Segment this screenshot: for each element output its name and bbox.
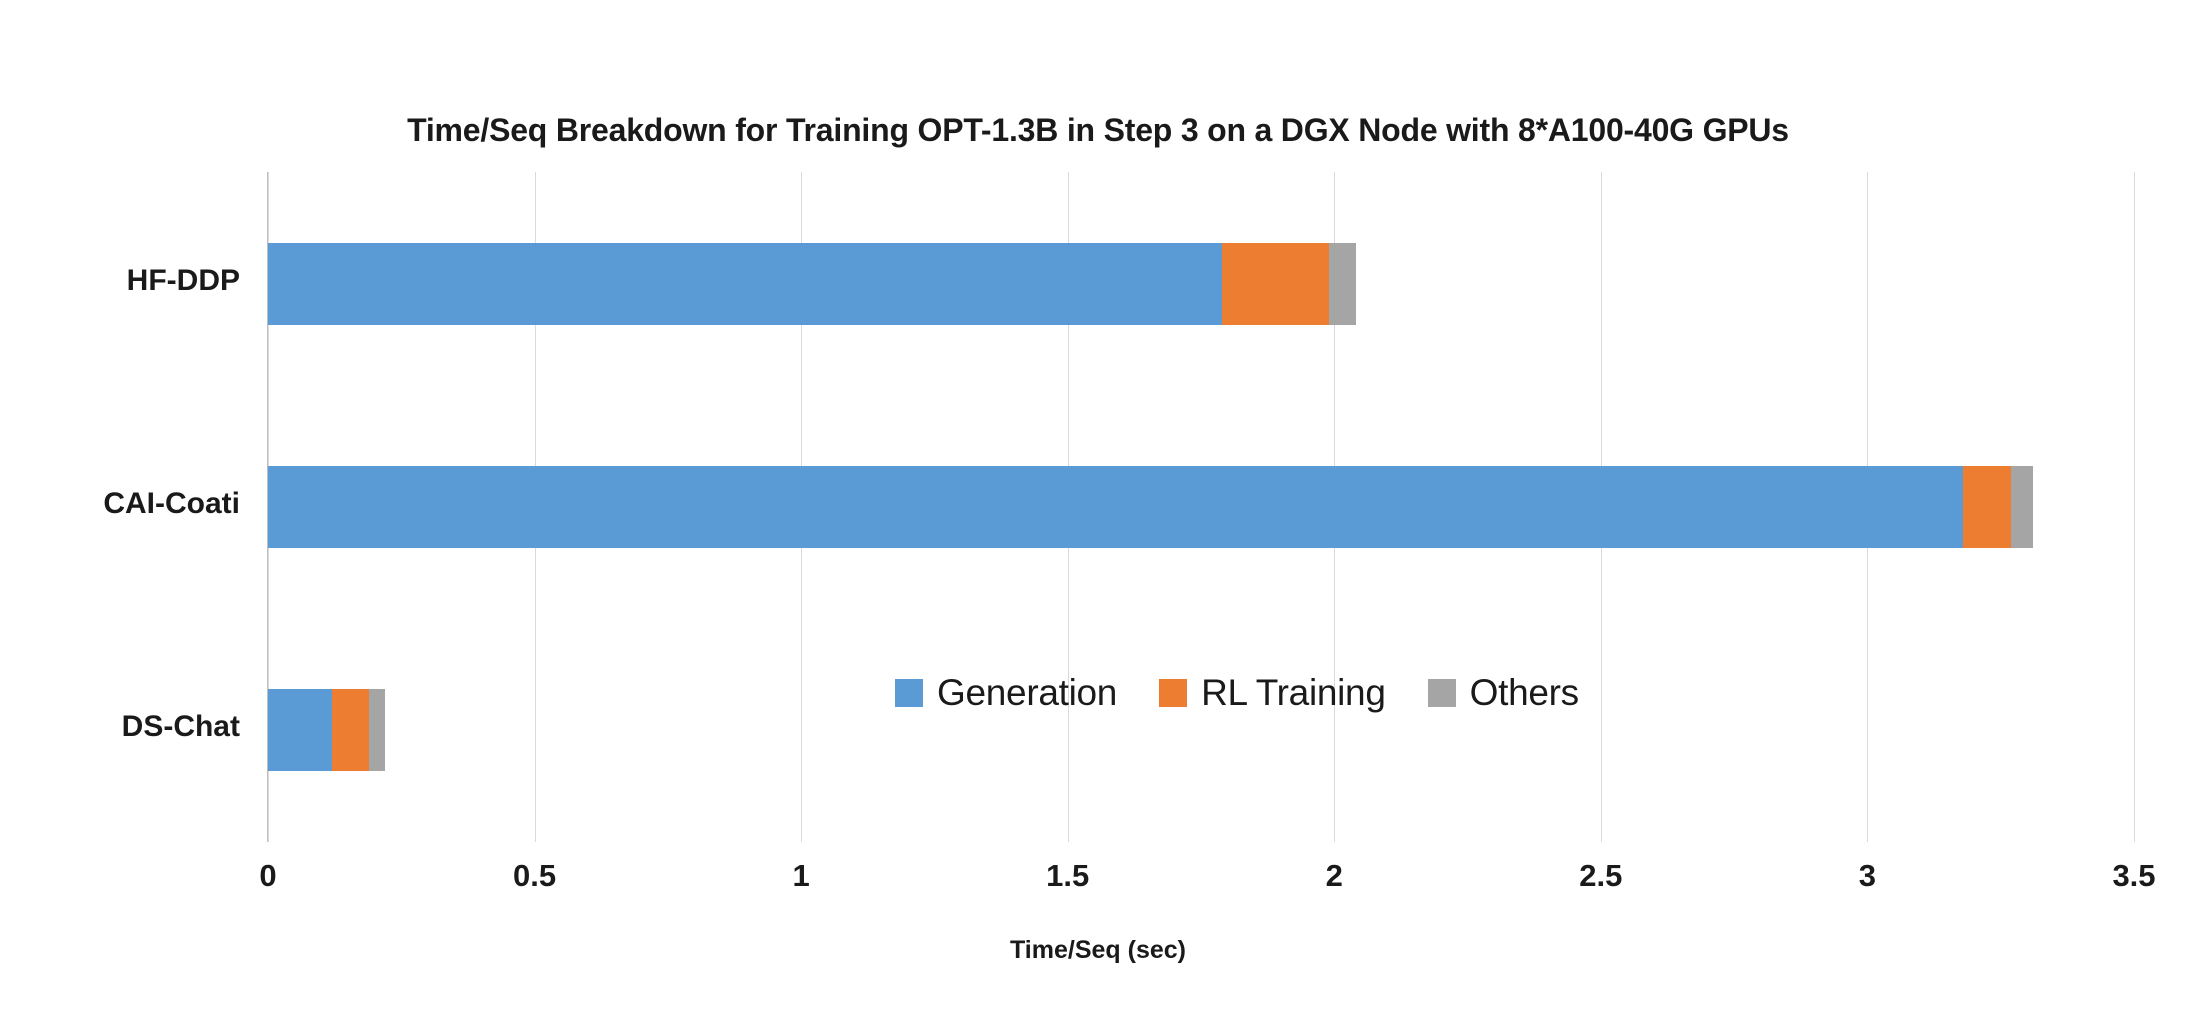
chart-title: Time/Seq Breakdown for Training OPT-1.3B… bbox=[407, 112, 1789, 148]
bar-hf-ddp[interactable] bbox=[268, 242, 1356, 325]
bar-cai-coati[interactable] bbox=[268, 466, 2033, 548]
legend-item-rl-training[interactable]: RL Training bbox=[1159, 672, 1386, 714]
bar-ds-chat[interactable] bbox=[268, 689, 386, 772]
legend-swatch-generation bbox=[895, 679, 923, 707]
plot-area bbox=[267, 172, 2135, 842]
y-axis-label-ds-chat: DS-Chat bbox=[121, 710, 240, 744]
bar-segment-generation[interactable] bbox=[268, 466, 1964, 548]
gridline-3.5 bbox=[2134, 172, 2135, 842]
x-tick-label-0: 0 bbox=[259, 858, 277, 893]
y-axis-label-cai-coati: CAI-Coati bbox=[103, 487, 240, 520]
bar-segment-others[interactable] bbox=[1328, 242, 1356, 325]
legend-swatch-others bbox=[1427, 679, 1456, 707]
x-tick-label-0-5: 0.5 bbox=[513, 858, 557, 893]
x-tick-label-3: 3 bbox=[1858, 858, 1877, 893]
bar-segment-rl-training[interactable] bbox=[1963, 466, 2012, 548]
chart-legend: Generation RL Training Others bbox=[895, 672, 1621, 720]
legend-label: Others bbox=[1469, 672, 1580, 713]
bar-segment-rl-training[interactable] bbox=[331, 689, 370, 772]
x-tick-label-3-5: 3.5 bbox=[2112, 858, 2156, 893]
legend-swatch-rl-training bbox=[1159, 679, 1188, 707]
legend-item-generation[interactable]: Generation bbox=[895, 672, 1117, 714]
bar-segment-generation[interactable] bbox=[268, 242, 1223, 325]
legend-label: Generation bbox=[937, 672, 1118, 713]
x-tick-label-1: 1 bbox=[792, 858, 810, 893]
bar-segment-rl-training[interactable] bbox=[1222, 242, 1329, 325]
bar-segment-others[interactable] bbox=[369, 689, 386, 772]
x-tick-label-2-5: 2.5 bbox=[1579, 858, 1623, 893]
x-tick-label-1-5: 1.5 bbox=[1046, 858, 1090, 893]
legend-label: RL Training bbox=[1201, 672, 1386, 713]
bar-segment-others[interactable] bbox=[2011, 466, 2033, 548]
bar-segment-generation[interactable] bbox=[268, 689, 332, 772]
x-axis-title: Time/Seq (sec) bbox=[1009, 936, 1186, 964]
legend-item-others[interactable]: Others bbox=[1427, 672, 1580, 714]
x-tick-label-2: 2 bbox=[1325, 858, 1343, 893]
y-axis-label-hf-ddp: HF-DDP bbox=[126, 263, 240, 297]
